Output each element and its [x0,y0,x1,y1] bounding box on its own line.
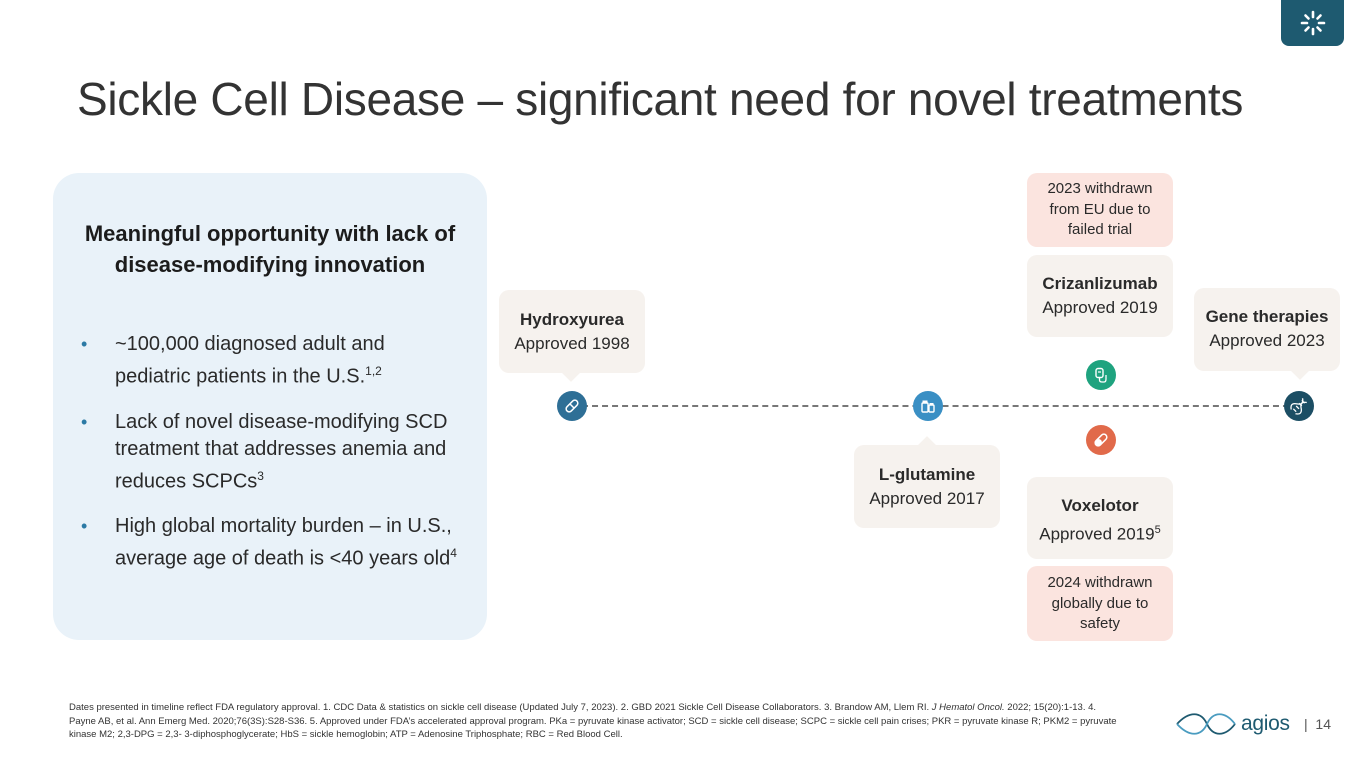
voxelotor-withdrawal-note: 2024 withdrawn globally due to safety [1027,566,1173,641]
bullet-citation: 3 [257,468,264,483]
withdrawal-text: 2023 withdrawn from EU due to failed tri… [1047,180,1153,238]
bullet-text: High global mortality burden – in U.S., … [115,515,452,570]
footnote-text: Dates presented in timeline reflect FDA … [69,702,930,713]
approval-status: Approved 2019 [1039,524,1155,544]
page-number: | 14 [1304,716,1331,732]
approval-status: Approved 1998 [514,334,630,353]
bullet-dot: • [81,411,88,432]
drug-name: Gene therapies [1205,307,1329,326]
pill-icon [1094,433,1108,447]
agios-wave-icon [1176,713,1236,735]
company-logo-tab [1281,0,1344,46]
callout-tail [917,436,937,456]
lglutamine-card: L-glutamine Approved 2017 [854,436,1000,528]
hydroxyurea-node [557,391,587,421]
withdrawal-text: 2024 withdrawn globally due to safety [1047,574,1153,632]
medicine-bottles-icon [921,400,935,413]
approval-status-line: Approved 20195 [1027,518,1173,547]
bullet-item: • High global mortality burden – in U.S.,… [81,513,461,573]
loading-spark-icon [1300,10,1325,36]
bullet-dot: • [81,334,88,354]
hydroxyurea-card: Hydroxyurea Approved 1998 [499,290,645,382]
crizanlizumab-card: Crizanlizumab Approved 2019 [1027,255,1173,337]
footnote-text: 2022; 15(20):1-13. 4. Payne AB, et al. A… [69,702,1117,740]
bullet-text: ~100,000 diagnosed adult and pediatric p… [115,333,385,388]
lglutamine-node [913,391,943,421]
bullet-text: Lack of novel disease-modifying SCD trea… [115,410,448,493]
pill-icon [565,399,579,413]
brand-logo: agios [1175,712,1290,736]
drug-name: Hydroxyurea [520,310,624,329]
crizanlizumab-node [1086,360,1116,390]
approval-status: Approved 2017 [869,489,985,508]
bullet-citation: 4 [450,546,457,561]
drug-name: Voxelotor [1061,496,1139,515]
footnote: Dates presented in timeline reflect FDA … [69,701,1119,742]
footnote-journal: J Hematol Oncol. [931,702,1005,713]
iv-bag-icon [1095,367,1107,383]
drug-name: Crizanlizumab [1042,274,1158,293]
status-citation: 5 [1154,524,1161,536]
brand-name: agios [1241,712,1290,735]
voxelotor-card: Voxelotor Approved 20195 [1027,477,1173,559]
crizanlizumab-withdrawal-note: 2023 withdrawn from EU due to failed tri… [1027,173,1173,247]
bullet-dot: • [81,516,88,537]
voxelotor-node [1086,425,1116,455]
gene-therapies-node [1284,391,1314,421]
callout-tail [561,362,581,382]
bullet-item: • ~100,000 diagnosed adult and pediatric … [81,331,461,391]
page-title: Sickle Cell Disease – significant need f… [77,73,1244,125]
opportunity-panel: Meaningful opportunity with lack of dise… [53,173,487,640]
bullet-citation: 1,2 [365,364,382,378]
approval-status: Approved 2023 [1209,331,1325,350]
dna-icon [1290,398,1307,415]
bullet-item: • Lack of novel disease-modifying SCD tre… [81,409,461,496]
panel-heading: Meaningful opportunity with lack of dise… [84,221,456,277]
gene-therapies-card: Gene therapies Approved 2023 [1194,288,1340,380]
bullet-list: • ~100,000 diagnosed adult and pediatric … [81,331,461,591]
drug-name: L-glutamine [878,465,976,484]
approval-status: Approved 2019 [1042,298,1158,317]
callout-tail [1290,360,1310,380]
page-number-value: 14 [1315,716,1331,732]
